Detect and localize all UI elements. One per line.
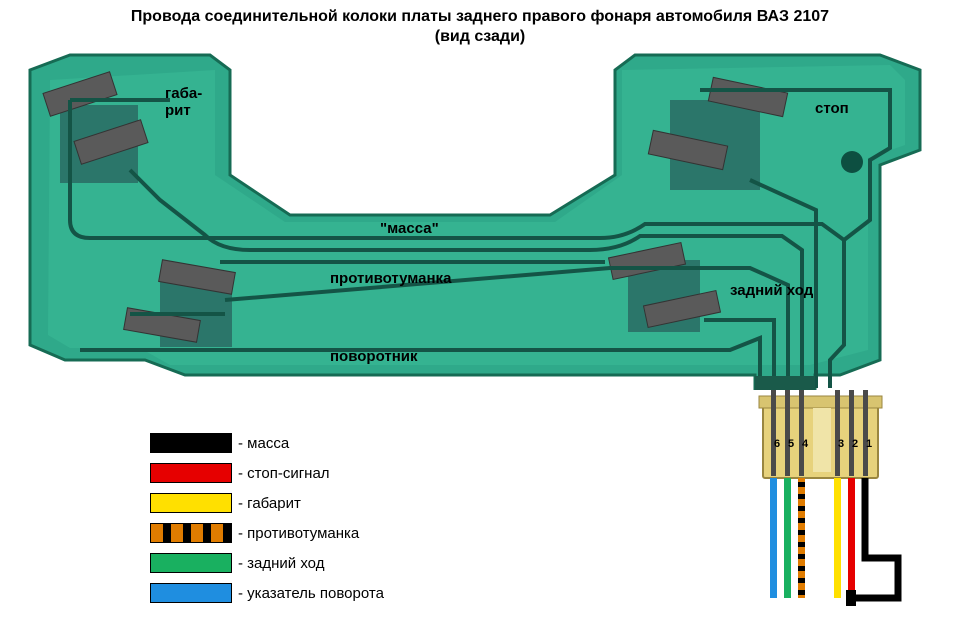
pin-num-1: 1 [866,438,872,450]
pin-num-5: 5 [788,438,794,450]
connector: 6 5 4 3 2 1 [768,398,888,478]
label-turn: поворотник [330,348,418,365]
pcb-svg [10,50,950,390]
legend-swatch [150,463,232,483]
label-reverse: задний ход [730,282,813,299]
pin-num-6: 6 [774,438,780,450]
legend-label: - масса [238,435,289,452]
legend-swatch [150,493,232,513]
label-gabarit: габа- рит [165,85,202,119]
label-massa: "масса" [380,220,439,237]
label-stop: стоп [815,100,849,117]
pin-num-4: 4 [802,438,808,450]
legend-label: - указатель поворота [238,585,384,602]
pin-num-3: 3 [838,438,844,450]
label-fog: противотуманка [330,270,451,287]
legend-label: - габарит [238,495,301,512]
legend-label: - противотуманка [238,525,359,542]
connector-wires [770,478,898,606]
mounting-hole [841,151,863,173]
pcb-board: габа- рит стоп "масса" противотуманка за… [10,50,950,380]
legend-label: - задний ход [238,555,324,572]
diagram-subtitle: (вид сзади) [0,28,960,50]
legend-swatch [150,433,232,453]
pin-num-2: 2 [852,438,858,450]
diagram-title: Провода соединительной колоки платы задн… [0,0,960,28]
legend-swatch [150,523,232,543]
legend-label: - стоп-сигнал [238,465,330,482]
legend-swatch [150,553,232,573]
legend-swatch [150,583,232,603]
